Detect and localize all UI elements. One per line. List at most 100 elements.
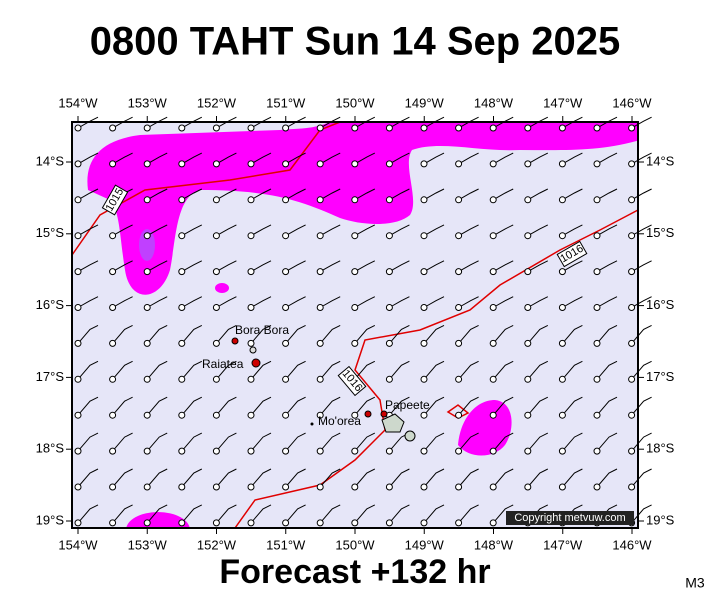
wind-barb [181, 296, 203, 308]
title: 0800 TAHT Sun 14 Sep 2025 [90, 20, 621, 64]
wind-barb [77, 260, 99, 273]
lat-label: 15°S [36, 225, 65, 240]
station [628, 232, 636, 240]
station [74, 196, 82, 204]
wind-barb [146, 296, 168, 308]
station [385, 124, 393, 132]
wind-barb [250, 188, 272, 201]
station [143, 483, 151, 491]
rain-areas [72, 122, 638, 528]
wind-barb [181, 224, 203, 237]
wind-barb [527, 432, 549, 452]
wind-barb [423, 360, 445, 380]
station [143, 160, 151, 168]
station [524, 268, 532, 276]
wind-barb [216, 432, 237, 452]
station [628, 196, 636, 204]
wind-barb [77, 504, 99, 524]
station [212, 519, 220, 527]
station [212, 160, 220, 168]
station [351, 124, 359, 132]
wind-barb [77, 188, 99, 201]
lon-label: 150°W [335, 537, 375, 552]
isobar [446, 404, 470, 419]
station [351, 411, 359, 419]
station [109, 160, 117, 168]
wind-barb [112, 360, 133, 380]
wind-barb [250, 152, 272, 165]
rain-area [215, 283, 229, 293]
wind-barb [146, 504, 168, 524]
station [74, 519, 82, 527]
copyright: Copyright metvuw.com [514, 512, 625, 524]
lat-label: 19°S [646, 512, 675, 527]
station [455, 124, 463, 132]
wind-barb [112, 324, 133, 344]
station [247, 268, 255, 276]
station [420, 483, 428, 491]
wind-barb [527, 396, 549, 416]
station [109, 519, 117, 527]
station [109, 124, 117, 132]
station [247, 411, 255, 419]
station [282, 519, 290, 527]
station [420, 447, 428, 455]
lat-label: 19°S [36, 512, 65, 527]
station [385, 304, 393, 311]
copyright-box [506, 511, 634, 525]
lat-label: 15°S [646, 225, 675, 240]
station [282, 160, 290, 168]
lat-label: 14°S [36, 153, 65, 168]
station [178, 375, 186, 383]
wind-barb [631, 188, 652, 201]
heavy-rain [139, 229, 155, 261]
station [420, 304, 428, 311]
wind-barb [527, 324, 549, 344]
wind-barb [354, 260, 376, 273]
station [74, 483, 82, 491]
wind-barb [354, 188, 376, 201]
label-box [337, 365, 367, 397]
station [628, 411, 636, 419]
station [558, 375, 566, 383]
wind-barb [319, 296, 341, 308]
wind-barb [527, 360, 549, 380]
station [524, 232, 532, 240]
rain-area [87, 122, 638, 295]
wind-barb [458, 468, 479, 488]
wind-barb [354, 432, 376, 452]
wind-barb [596, 468, 618, 488]
lon-label: 148°W [474, 537, 514, 552]
wind-barb [77, 324, 99, 344]
wind-barb [354, 468, 376, 488]
station [282, 268, 290, 276]
wind-barb [181, 324, 203, 344]
station [593, 483, 601, 491]
wind-barb [112, 260, 133, 273]
wind-barb [285, 360, 306, 380]
wind-barb [596, 188, 618, 201]
station [178, 124, 186, 132]
wind-barb [216, 188, 237, 201]
station [109, 375, 117, 383]
station [212, 268, 220, 276]
station [282, 447, 290, 455]
station [316, 519, 324, 527]
wind-barb [319, 188, 341, 201]
wind-barb [354, 324, 376, 344]
station [558, 447, 566, 455]
wind-barb [146, 396, 168, 416]
station [143, 124, 151, 132]
wind-barb [423, 296, 445, 308]
wind-barb [423, 224, 445, 237]
wind-barb [631, 324, 652, 344]
wind-barb [285, 152, 306, 165]
wind-barb [423, 396, 445, 416]
lat-label: 18°S [646, 441, 675, 456]
wind-barb [562, 324, 583, 344]
station [212, 483, 220, 491]
station [420, 375, 428, 383]
wind-barb [631, 116, 652, 129]
label-box [101, 184, 129, 216]
